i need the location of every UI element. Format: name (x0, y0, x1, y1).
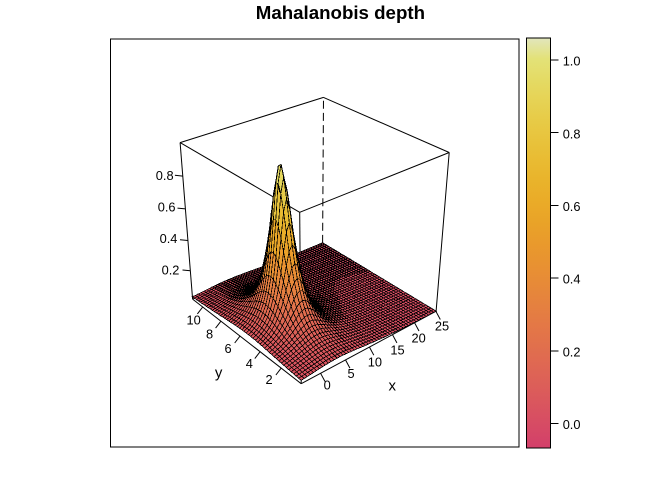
svg-text:10: 10 (186, 312, 200, 327)
svg-text:0.6: 0.6 (158, 200, 176, 215)
svg-text:15: 15 (390, 343, 404, 358)
svg-text:0: 0 (324, 378, 331, 393)
svg-text:6: 6 (224, 341, 231, 356)
svg-text:25: 25 (435, 319, 449, 334)
svg-text:0.0: 0.0 (563, 417, 581, 432)
svg-text:y: y (215, 364, 223, 381)
svg-text:0.6: 0.6 (563, 199, 581, 214)
svg-text:0.4: 0.4 (563, 272, 581, 287)
svg-text:0.4: 0.4 (160, 231, 178, 246)
svg-text:5: 5 (348, 366, 355, 381)
svg-text:Mahalanobis depth: Mahalanobis depth (256, 2, 425, 23)
svg-text:0.8: 0.8 (156, 168, 174, 183)
svg-text:1.0: 1.0 (563, 54, 581, 69)
svg-text:0.2: 0.2 (563, 345, 581, 360)
svg-text:10: 10 (368, 354, 382, 369)
svg-text:20: 20 (411, 331, 425, 346)
svg-text:x: x (388, 378, 396, 395)
svg-text:0.8: 0.8 (563, 126, 581, 141)
svg-text:0.2: 0.2 (162, 263, 180, 278)
svg-text:8: 8 (206, 326, 213, 341)
svg-text:2: 2 (266, 372, 273, 387)
svg-text:4: 4 (246, 356, 253, 371)
